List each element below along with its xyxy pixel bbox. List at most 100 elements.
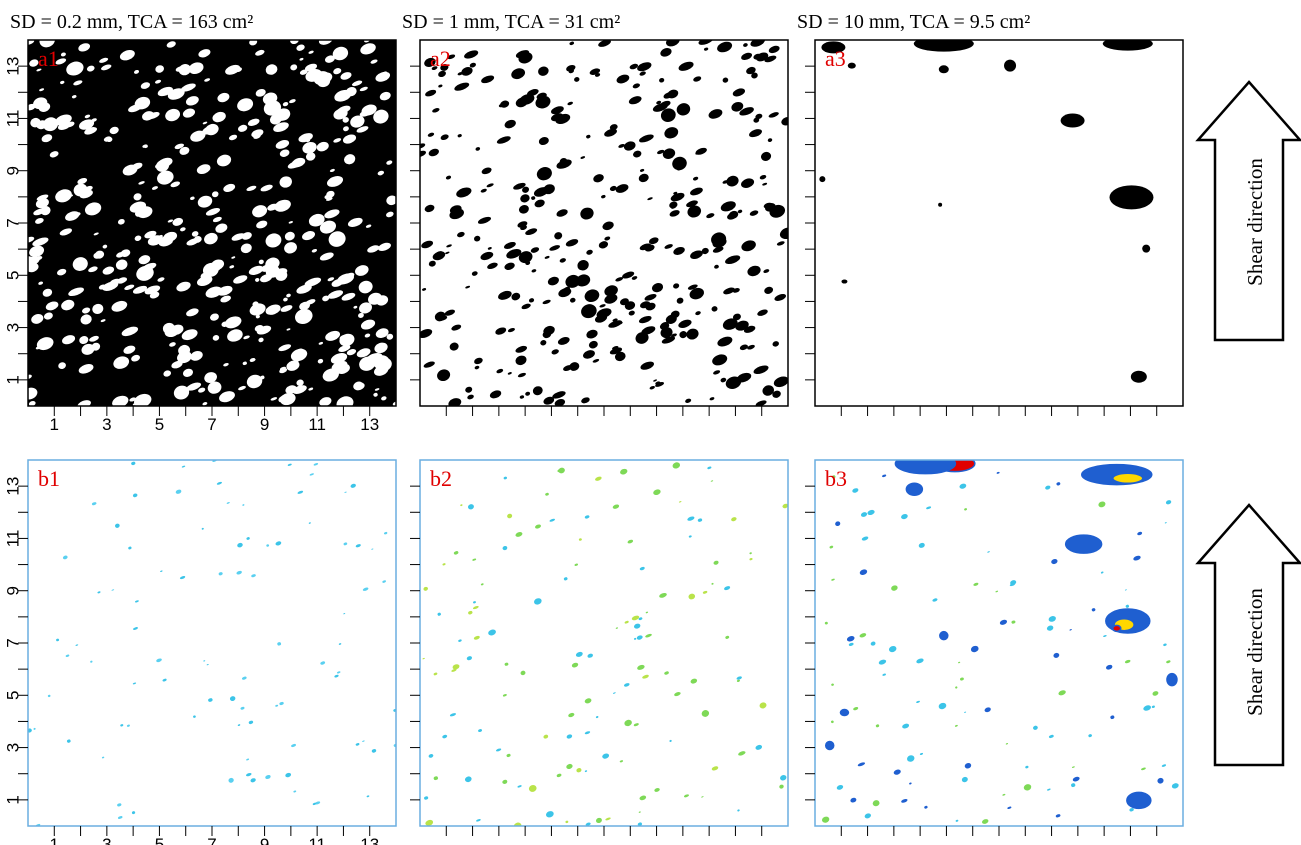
y-tick-label: 11	[3, 530, 22, 548]
blob	[620, 468, 628, 475]
blob	[706, 213, 715, 219]
blob	[999, 619, 1008, 625]
blob	[639, 71, 646, 76]
blob	[120, 724, 124, 727]
blob	[549, 518, 555, 522]
blob	[216, 227, 225, 232]
blob	[713, 560, 719, 565]
blob	[585, 822, 591, 826]
blob	[726, 175, 739, 187]
blob	[515, 345, 528, 353]
blob	[243, 335, 250, 340]
blob	[329, 177, 336, 183]
blob	[81, 343, 95, 355]
blob	[506, 753, 511, 758]
blob	[496, 136, 511, 144]
blob	[225, 64, 241, 75]
blob	[100, 319, 106, 322]
blob	[639, 168, 645, 172]
blob	[624, 620, 629, 624]
blob	[203, 660, 206, 662]
blob	[872, 800, 880, 807]
blob	[422, 657, 425, 660]
blob	[543, 734, 549, 739]
blob	[522, 186, 530, 193]
blob	[36, 120, 48, 130]
blob	[305, 152, 316, 161]
blob	[662, 148, 676, 159]
blob	[669, 210, 680, 217]
blob	[517, 372, 526, 378]
blob	[598, 241, 609, 249]
blob	[1126, 791, 1152, 810]
blob	[661, 336, 676, 344]
blob	[1137, 531, 1143, 536]
blob	[231, 233, 245, 241]
blob	[449, 713, 456, 717]
blob	[346, 348, 357, 356]
blob	[444, 309, 456, 316]
blob	[278, 393, 294, 403]
blob	[531, 269, 537, 273]
blob	[309, 473, 314, 476]
blob	[338, 643, 342, 645]
blob	[659, 592, 667, 598]
blob	[1163, 643, 1167, 647]
blob	[580, 207, 594, 220]
blob	[258, 259, 264, 265]
blob	[819, 176, 826, 183]
blob	[702, 590, 708, 594]
blob	[594, 314, 608, 323]
blob	[486, 183, 494, 188]
blob	[777, 376, 788, 385]
blob	[559, 158, 568, 166]
blob	[40, 206, 51, 216]
blob	[72, 257, 88, 271]
blob	[1130, 370, 1147, 383]
blob	[861, 536, 869, 541]
blob	[445, 175, 452, 180]
blob	[631, 276, 638, 280]
blob	[240, 243, 252, 254]
blob	[604, 236, 611, 241]
arrow	[1195, 503, 1301, 767]
blob	[755, 744, 763, 750]
blob	[631, 615, 640, 621]
blob	[725, 635, 730, 639]
blob	[160, 570, 163, 572]
blob	[355, 544, 361, 548]
blob	[343, 542, 348, 546]
blob	[615, 277, 624, 282]
blob	[354, 382, 365, 390]
blob	[432, 108, 440, 113]
blob	[717, 41, 733, 53]
blob	[366, 795, 370, 798]
blob	[660, 327, 673, 339]
blob	[319, 252, 334, 261]
blob	[687, 516, 695, 521]
blob	[725, 376, 742, 389]
blob	[134, 235, 142, 241]
blob	[155, 65, 164, 73]
blob	[498, 103, 504, 108]
blob	[517, 785, 522, 788]
blob	[764, 286, 774, 294]
blob	[487, 262, 498, 270]
blob	[732, 313, 741, 321]
blob	[167, 219, 174, 223]
blob	[237, 542, 243, 548]
blob	[690, 187, 703, 196]
blob	[587, 653, 593, 658]
blob	[305, 69, 323, 82]
blob	[28, 387, 38, 400]
blob	[938, 65, 949, 74]
blob	[551, 106, 564, 115]
blob	[164, 325, 180, 338]
blob	[143, 144, 148, 149]
blob	[171, 360, 183, 369]
blob	[343, 335, 350, 341]
blob	[56, 268, 67, 276]
blob	[73, 183, 88, 197]
blob	[556, 209, 568, 217]
arrow	[1195, 80, 1301, 342]
